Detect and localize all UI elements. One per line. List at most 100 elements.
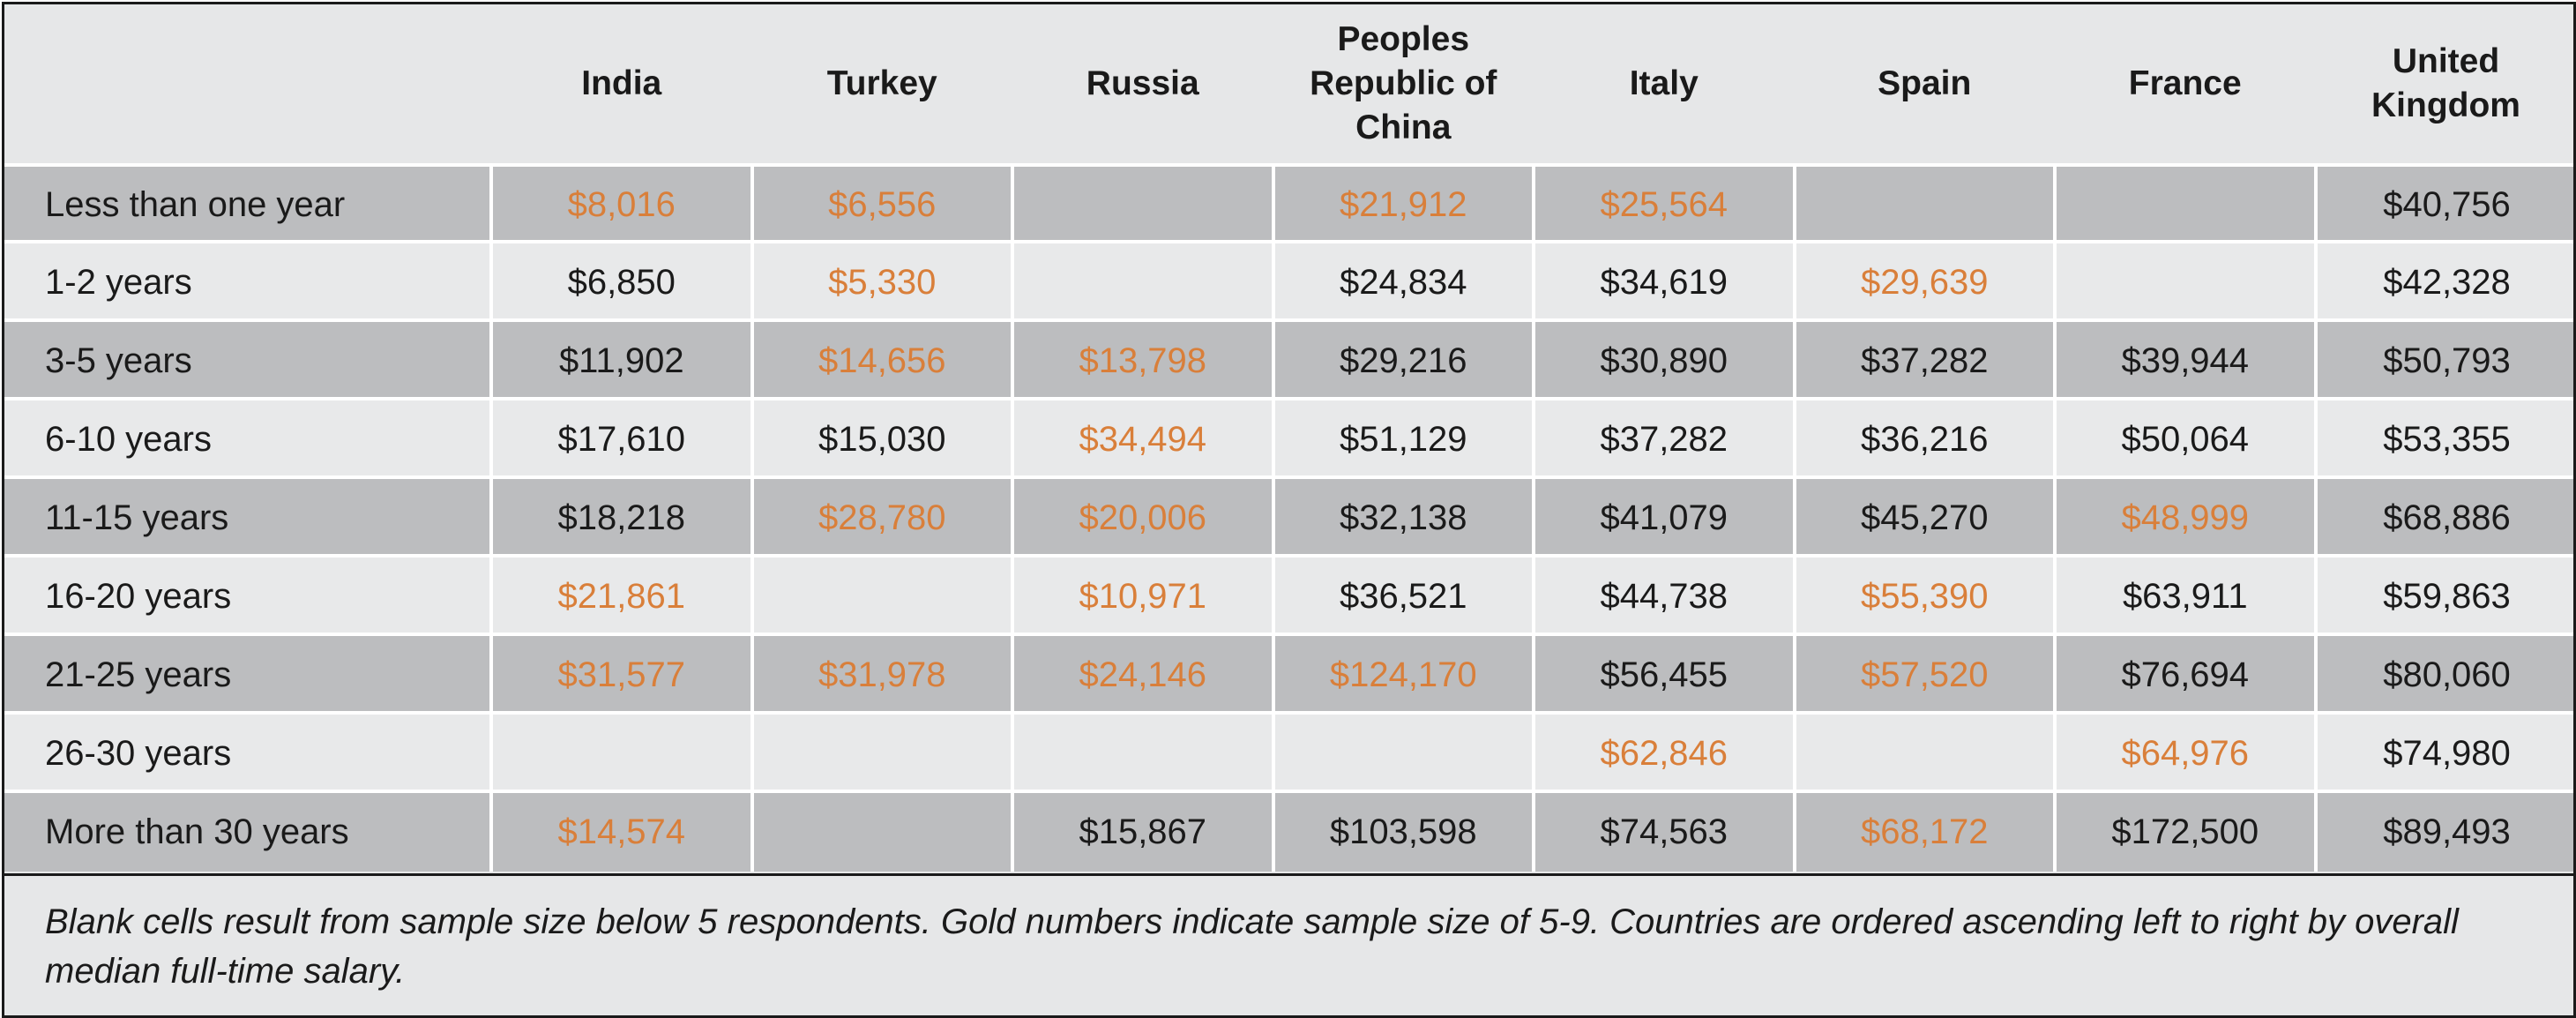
- column-header-7: United Kingdom: [2315, 4, 2573, 167]
- salary-cell: $5,330: [750, 243, 1012, 322]
- salary-cell: $28,780: [750, 479, 1012, 558]
- salary-cell: $45,270: [1792, 479, 2055, 558]
- column-header-2: Russia: [1012, 4, 1273, 167]
- salary-cell: $63,911: [2053, 558, 2316, 636]
- salary-cell: $24,834: [1271, 243, 1534, 322]
- salary-cell: $124,170: [1271, 636, 1534, 715]
- salary-cell: [1271, 715, 1534, 793]
- salary-cell: $30,890: [1532, 322, 1795, 400]
- salary-cell: $62,846: [1532, 715, 1795, 793]
- salary-cell: $50,793: [2313, 322, 2573, 400]
- salary-cell: $172,500: [2053, 793, 2316, 872]
- salary-cell: $25,564: [1532, 165, 1795, 243]
- row-label: 6-10 years: [4, 400, 491, 479]
- column-header-4: Italy: [1534, 4, 1795, 167]
- salary-cell: $10,971: [1011, 558, 1273, 636]
- column-header-line: Spain: [1878, 64, 1972, 102]
- salary-cell: $74,563: [1532, 793, 1795, 872]
- salary-cell: $6,556: [750, 165, 1012, 243]
- salary-cell: $89,493: [2313, 793, 2573, 872]
- column-header-line: Kingdom: [2371, 86, 2520, 124]
- table-row: 1-2 years $6,850 $5,330 $24,834 $34,619 $29,6…: [4, 243, 2573, 322]
- table-row: Less than one year $8,016 $6,556 $21,912 $25…: [4, 165, 2573, 243]
- salary-cell: $50,064: [2053, 400, 2316, 479]
- column-header-line: Russia: [1086, 64, 1199, 102]
- row-label: 3-5 years: [4, 322, 491, 400]
- table-row: 21-25 years $31,577 $31,978 $24,146 $124,170…: [4, 636, 2573, 715]
- table-row: 16-20 years $21,861 $10,971 $36,521 $44,738 $…: [4, 558, 2573, 636]
- salary-cell: $14,574: [489, 793, 752, 872]
- salary-cell: $18,218: [489, 479, 752, 558]
- salary-cell: $59,863: [2313, 558, 2573, 636]
- salary-cell: $31,577: [489, 636, 752, 715]
- column-header-line: France: [2128, 64, 2242, 102]
- salary-cell: $34,494: [1011, 400, 1273, 479]
- salary-cell: $24,146: [1011, 636, 1273, 715]
- salary-cell: $80,060: [2313, 636, 2573, 715]
- row-label: 1-2 years: [4, 243, 491, 322]
- salary-table: India Turkey Russia Peoples Republic of China…: [4, 4, 2573, 872]
- salary-cell: $31,978: [750, 636, 1012, 715]
- row-label: 16-20 years: [4, 558, 491, 636]
- column-header-line: Italy: [1629, 64, 1699, 102]
- salary-cell: $40,756: [2313, 165, 2573, 243]
- column-header-line: United: [2392, 42, 2500, 80]
- salary-cell: $17,610: [489, 400, 752, 479]
- salary-cell: $14,656: [750, 322, 1012, 400]
- row-label: 26-30 years: [4, 715, 491, 793]
- salary-cell: $53,355: [2313, 400, 2573, 479]
- salary-cell: $29,639: [1792, 243, 2055, 322]
- salary-cell: [1792, 165, 2055, 243]
- salary-cell: $74,980: [2313, 715, 2573, 793]
- row-label: More than 30 years: [4, 793, 491, 872]
- salary-cell: $37,282: [1792, 322, 2055, 400]
- salary-cell: [2053, 243, 2316, 322]
- salary-cell: $21,861: [489, 558, 752, 636]
- column-header-1: Turkey: [751, 4, 1012, 167]
- row-label: 11-15 years: [4, 479, 491, 558]
- salary-cell: $68,886: [2313, 479, 2573, 558]
- salary-cell: [1011, 165, 1273, 243]
- salary-cell: $36,521: [1271, 558, 1534, 636]
- salary-cell: $34,619: [1532, 243, 1795, 322]
- salary-cell: $76,694: [2053, 636, 2316, 715]
- salary-cell: $11,902: [489, 322, 752, 400]
- salary-cell: $44,738: [1532, 558, 1795, 636]
- salary-cell: [750, 793, 1012, 872]
- column-header-5: Spain: [1794, 4, 2055, 167]
- column-header-line: Peoples: [1337, 20, 1470, 58]
- salary-cell: $51,129: [1271, 400, 1534, 479]
- salary-cell: $41,079: [1532, 479, 1795, 558]
- column-header-line: India: [581, 64, 662, 102]
- salary-cell: $20,006: [1011, 479, 1273, 558]
- salary-cell: $64,976: [2053, 715, 2316, 793]
- column-header-3: Peoples Republic of China: [1273, 4, 1534, 167]
- column-header-line: China: [1355, 109, 1452, 146]
- salary-cell: [2053, 165, 2316, 243]
- salary-cell: [1011, 243, 1273, 322]
- table-row: More than 30 years $14,574 $15,867 $103,598…: [4, 793, 2573, 872]
- column-header-6: France: [2055, 4, 2316, 167]
- table-row: 6-10 years $17,610 $15,030 $34,494 $51,129 $3…: [4, 400, 2573, 479]
- salary-cell: $15,867: [1011, 793, 1273, 872]
- salary-cell: $6,850: [489, 243, 752, 322]
- table-row: 11-15 years $18,218 $28,780 $20,006 $32,138 $…: [4, 479, 2573, 558]
- salary-cell: [489, 715, 752, 793]
- salary-cell: $68,172: [1792, 793, 2055, 872]
- header-row: India Turkey Russia Peoples Republic of China…: [4, 4, 2573, 167]
- table-row: 26-30 years $62,846 $64,976 $74,980: [4, 715, 2573, 793]
- salary-cell: $57,520: [1792, 636, 2055, 715]
- row-label: Less than one year: [4, 165, 491, 243]
- salary-cell: $13,798: [1011, 322, 1273, 400]
- table-row: 3-5 years $11,902 $14,656 $13,798 $29,216 $30…: [4, 322, 2573, 400]
- column-header-line: Republic of: [1310, 64, 1497, 102]
- salary-cell: $39,944: [2053, 322, 2316, 400]
- column-header-0: India: [491, 4, 752, 167]
- column-header-line: Turkey: [826, 64, 937, 102]
- corner-header-cell: [4, 4, 491, 167]
- salary-cell: $48,999: [2053, 479, 2316, 558]
- salary-cell: $37,282: [1532, 400, 1795, 479]
- salary-cell: [1792, 715, 2055, 793]
- salary-cell: $42,328: [2313, 243, 2573, 322]
